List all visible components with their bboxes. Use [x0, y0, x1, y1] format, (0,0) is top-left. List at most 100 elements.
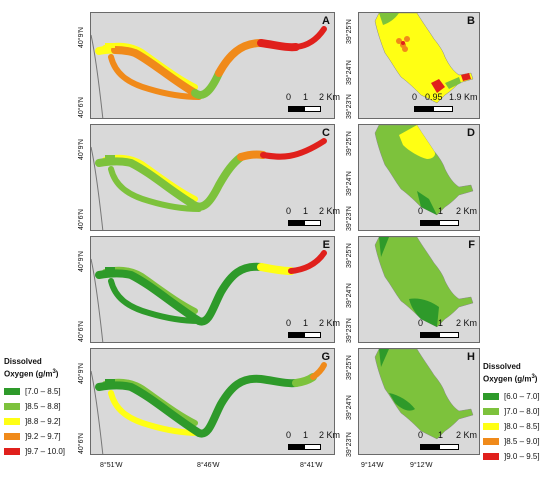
scale-bar-b: 0 0.95 1.9 Km	[408, 92, 500, 118]
lat-label-h-3: 39°23'N	[346, 432, 353, 457]
lon-label-left-3: 8°41'W	[300, 462, 323, 469]
legend-right-swatch-2	[483, 407, 499, 415]
lon-label-left-1: 8°51'W	[100, 462, 123, 469]
lat-label-a-2: 40°6'N	[78, 97, 85, 118]
map-panel-f: F	[358, 236, 480, 343]
map-panel-c: C	[90, 124, 335, 231]
legend-right-swatch-5	[483, 452, 499, 460]
legend-left-title-1: Dissolved	[4, 357, 42, 366]
coastline	[91, 258, 104, 342]
estuary-segment-2	[111, 46, 199, 97]
lagoon-map-d	[374, 125, 474, 216]
legend-left-swatch-1	[4, 387, 20, 395]
lat-label-e-1: 40°9'N	[78, 251, 85, 272]
map-panel-e: E	[90, 236, 335, 343]
estuary-map-c	[91, 138, 327, 230]
legend-right-item-2: ]7.0 – 8.0]	[483, 404, 549, 419]
estuary-south-arm	[108, 390, 202, 436]
lat-label-b-1: 39°25'N	[346, 19, 353, 44]
map-panel-b: B	[358, 12, 480, 119]
lon-label-right-2: 9°12'W	[410, 462, 433, 469]
legend-right-title-1: Dissolved	[483, 362, 521, 371]
legend-left-label-5: ]9.7 – 10.0]	[25, 446, 66, 456]
legend-left-item-5: ]9.7 – 10.0]	[4, 444, 88, 459]
estuary-segment-1	[95, 262, 265, 326]
harbour-patch	[105, 43, 115, 48]
lat-label-f-2: 39°24'N	[346, 283, 353, 308]
legend-left-item-2: ]8.5 – 8.8]	[4, 399, 88, 414]
legend-right-item-4: ]8.5 – 9.0]	[483, 434, 549, 449]
lagoon-zone-yellow	[399, 125, 436, 159]
lagoon-water	[374, 349, 474, 440]
estuary-segment-2	[257, 263, 295, 275]
map-panel-g: G	[90, 348, 335, 455]
legend-right: Dissolved Oxygen (g/m3) [6.0 – 7.0]]7.0 …	[483, 362, 549, 464]
lat-label-b-2: 39°24'N	[346, 60, 353, 85]
lagoon-orange-spot-4	[402, 46, 408, 52]
lagoon-map-b	[374, 13, 474, 104]
lat-label-f-1: 39°25'N	[346, 243, 353, 268]
legend-left: Dissolved Oxygen (g/m3) [7.0 – 8.5]]8.5 …	[4, 357, 88, 459]
estuary-segment-4	[260, 138, 327, 160]
harbour-patch	[105, 267, 115, 272]
coastline	[91, 146, 104, 230]
lagoon-map-f	[374, 237, 474, 328]
legend-left-swatch-2	[4, 402, 20, 410]
estuary-segment-2	[187, 153, 245, 211]
map-panel-d: D	[358, 124, 480, 231]
coastline	[91, 34, 104, 118]
lon-label-right-1: 9°14'W	[361, 462, 384, 469]
estuary-segment-3	[310, 362, 327, 380]
harbour-patch	[105, 155, 115, 160]
legend-right-item-1: [6.0 – 7.0]	[483, 389, 549, 404]
legend-right-label-3: ]8.0 – 8.5]	[504, 421, 540, 431]
legend-right-item-3: ]8.0 – 8.5]	[483, 419, 549, 434]
estuary-segment-5	[257, 39, 300, 52]
lagoon-zone-dark-north	[379, 349, 389, 367]
estuary-segment-1	[95, 374, 300, 438]
estuary-segment-3	[237, 150, 267, 161]
legend-left-label-4: ]9.2 – 9.7]	[25, 431, 61, 441]
lon-label-left-2: 8°46'W	[197, 462, 220, 469]
estuary-segment-4	[215, 39, 265, 77]
estuary-segment-1	[95, 157, 195, 207]
harbour-patch	[105, 379, 115, 384]
legend-right-swatch-3	[483, 422, 499, 430]
panel-label-e: E	[322, 239, 330, 251]
lat-label-d-3: 39°23'N	[346, 206, 353, 231]
estuary-south-arm	[108, 278, 202, 324]
legend-right-swatch-4	[483, 437, 499, 445]
lagoon-zone-dark	[417, 191, 437, 215]
legend-right-label-1: [6.0 – 7.0]	[504, 391, 540, 401]
lagoon-zone-dark	[389, 393, 415, 411]
panel-label-f: F	[468, 239, 475, 251]
panel-label-h: H	[467, 351, 475, 363]
panel-label-a: A	[322, 15, 330, 27]
legend-left-title-2: Oxygen (g/m	[4, 369, 53, 379]
panel-label-d: D	[467, 127, 475, 139]
estuary-segment-6	[293, 26, 327, 50]
legend-left-item-4: ]9.2 – 9.7]	[4, 429, 88, 444]
lat-label-h-1: 39°25'N	[346, 355, 353, 380]
estuary-segment-3	[288, 250, 327, 274]
lat-label-f-3: 39°23'N	[346, 318, 353, 343]
lagoon-red-inlet	[461, 73, 471, 81]
lagoon-zone-dark	[409, 298, 439, 327]
lat-label-d-2: 39°24'N	[346, 171, 353, 196]
lagoon-red-spot	[401, 41, 405, 45]
lagoon-zone-green	[379, 13, 399, 25]
estuary-south-arm	[108, 54, 202, 100]
legend-left-label-1: [7.0 – 8.5]	[25, 386, 61, 396]
map-panel-h: H	[358, 348, 480, 455]
lagoon-water	[374, 13, 474, 104]
legend-right-label-2: ]7.0 – 8.0]	[504, 406, 540, 416]
panel-label-c: C	[322, 127, 330, 139]
lat-label-h-2: 39°24'N	[346, 395, 353, 420]
legend-right-label-4: ]8.5 – 9.0]	[504, 436, 540, 446]
legend-left-swatch-3	[4, 417, 20, 425]
